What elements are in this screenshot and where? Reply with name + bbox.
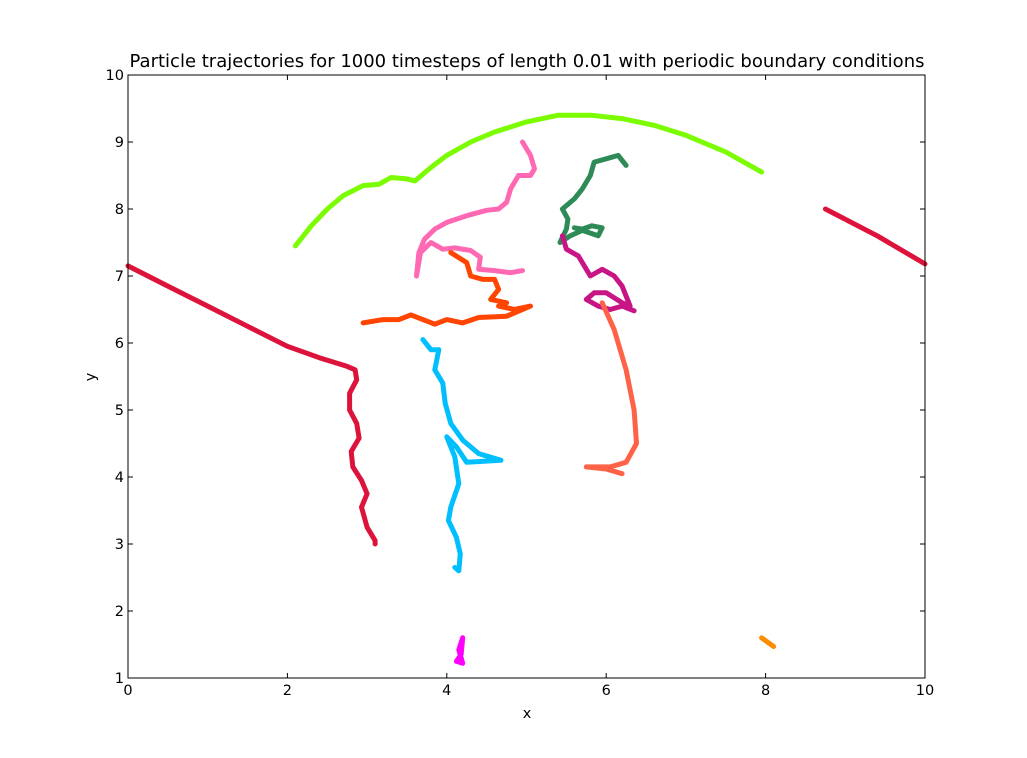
series-layer [125,112,928,666]
chart-title: Particle trajectories for 1000 timesteps… [130,51,925,72]
y-tick-label-0: 1 [115,671,124,687]
y-tick-label-6: 7 [115,269,124,285]
trajectory-line-11 [759,635,777,649]
trajectory-line-3 [822,206,928,267]
trajectory-line-7 [557,152,629,245]
x-tick-label-4: 8 [761,683,770,699]
trajectory-line-1 [292,112,765,249]
y-axis-label: y [83,372,99,381]
x-tick-label-5: 10 [916,683,934,699]
x-tick-label-3: 6 [602,683,611,699]
trajectory-line-9 [583,300,639,477]
plot-frame [127,74,926,679]
x-tick-label-2: 4 [442,683,451,699]
y-tick-label-8: 9 [115,135,124,151]
trajectory-line-5 [360,250,533,327]
y-tick-label-7: 8 [115,202,124,218]
x-tick-label-1: 2 [283,683,292,699]
y-tick-label-1: 2 [115,604,124,620]
x-axis-label: x [523,706,532,722]
trajectory-line-2 [125,263,378,547]
y-tick-label-4: 5 [115,403,124,419]
y-tick-label-3: 4 [115,470,124,486]
x-tick-label-0: 0 [123,683,132,699]
y-tick-label-5: 6 [115,336,124,352]
trajectory-line-4 [414,139,537,279]
y-tick-label-9: 10 [106,68,124,84]
trajectory-line-6 [420,337,504,574]
trajectory-line-10 [453,635,466,666]
y-tick-label-2: 3 [115,537,124,553]
